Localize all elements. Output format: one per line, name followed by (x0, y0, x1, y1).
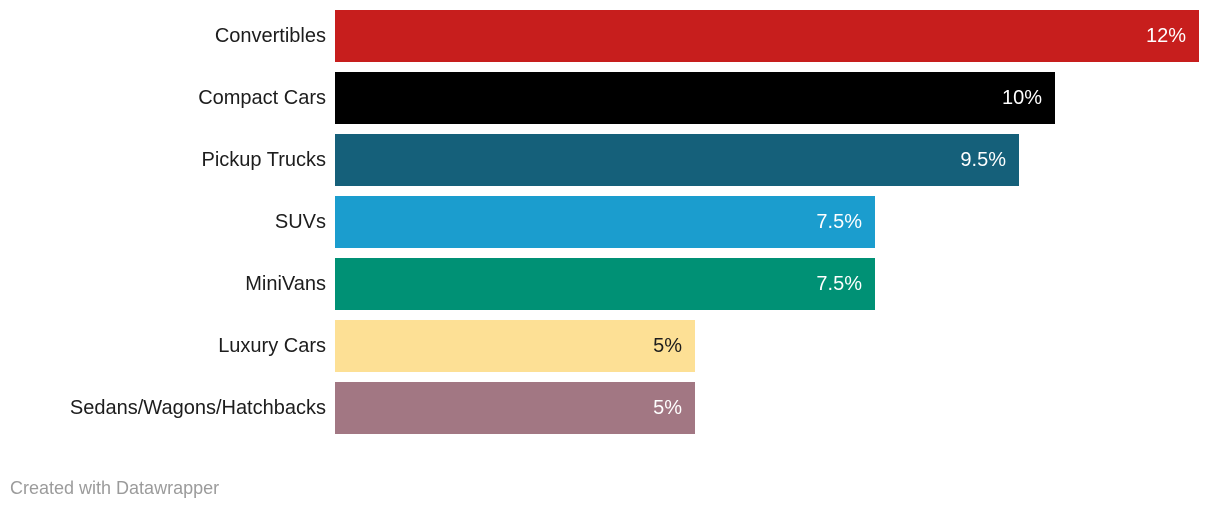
category-label: Compact Cars (198, 86, 326, 109)
bar-chart: Convertibles 12% Compact Cars 10% Pickup Tru… (0, 10, 1220, 444)
bar-track: 12% (335, 10, 1199, 62)
value-label: 10% (1001, 86, 1042, 109)
category-label: Luxury Cars (218, 334, 326, 357)
bar-track: 10% (335, 72, 1199, 124)
chart-row: Pickup Trucks 9.5% (0, 134, 1220, 186)
datawrapper-credit: Created with Datawrapper (10, 478, 220, 498)
bar: 7.5% (335, 196, 875, 248)
chart-row: Sedans/Wagons/Hatchbacks 5% (0, 382, 1220, 434)
category-label: Convertibles (214, 24, 326, 47)
bar-track: 5% (335, 320, 1199, 372)
value-label: 7.5% (816, 210, 862, 233)
chart-row: SUVs 7.5% (0, 196, 1220, 248)
bar: 7.5% (335, 258, 875, 310)
bar: 5% (335, 382, 695, 434)
value-label: 5% (653, 334, 682, 357)
chart-row: Convertibles 12% (0, 10, 1220, 62)
bar-track: 7.5% (335, 258, 1199, 310)
bar: 5% (335, 320, 695, 372)
value-label: 12% (1145, 24, 1186, 47)
category-label: Sedans/Wagons/Hatchbacks (69, 396, 326, 419)
bar-track: 9.5% (335, 134, 1199, 186)
bar: 10% (335, 72, 1055, 124)
category-label: Pickup Trucks (201, 148, 326, 171)
category-label: MiniVans (245, 272, 326, 295)
chart-row: Compact Cars 10% (0, 72, 1220, 124)
bar: 9.5% (335, 134, 1019, 186)
value-label: 5% (653, 396, 682, 419)
chart-row: MiniVans 7.5% (0, 258, 1220, 310)
value-label: 9.5% (960, 148, 1006, 171)
bar-track: 5% (335, 382, 1199, 434)
chart-row: Luxury Cars 5% (0, 320, 1220, 372)
category-label: SUVs (274, 210, 326, 233)
value-label: 7.5% (816, 272, 862, 295)
bar: 12% (335, 10, 1199, 62)
bar-track: 7.5% (335, 196, 1199, 248)
